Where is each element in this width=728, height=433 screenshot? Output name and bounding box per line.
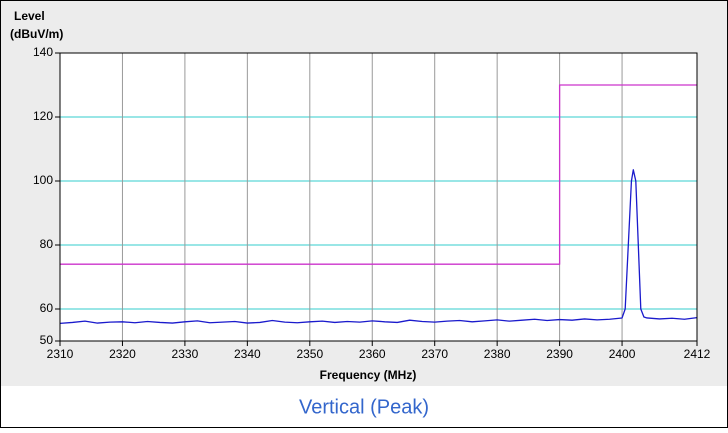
x-tick-label: 2380 xyxy=(484,347,511,361)
x-tick-label: 2370 xyxy=(421,347,448,361)
y-tick-label: 140 xyxy=(33,45,53,59)
plot-frame xyxy=(59,52,698,342)
x-tick-label: 2400 xyxy=(609,347,636,361)
x-tick-label: 2412 xyxy=(684,347,711,361)
y-tick-label: 100 xyxy=(33,173,53,187)
x-tick-label: 2360 xyxy=(359,347,386,361)
x-tick-label: 2320 xyxy=(109,347,136,361)
y-tick-label: 120 xyxy=(33,109,53,123)
x-tick-label: 2390 xyxy=(546,347,573,361)
series-line xyxy=(60,84,697,265)
caption: Vertical (Peak) xyxy=(299,396,429,418)
series-line xyxy=(59,169,698,325)
y-axis-label: (dBuV/m) xyxy=(10,27,63,41)
y-axis-label: Level xyxy=(14,9,45,23)
y-tick-label: 80 xyxy=(40,237,54,251)
x-tick-label: 2330 xyxy=(172,347,199,361)
y-tick-label: 50 xyxy=(40,333,54,347)
x-tick-label: 2340 xyxy=(234,347,261,361)
plot-area xyxy=(60,53,697,341)
y-tick-label: 60 xyxy=(40,301,54,315)
x-tick-label: 2310 xyxy=(47,347,74,361)
x-tick-label: 2350 xyxy=(296,347,323,361)
x-axis-label: Frequency (MHz) xyxy=(320,368,417,382)
marks xyxy=(59,84,698,325)
